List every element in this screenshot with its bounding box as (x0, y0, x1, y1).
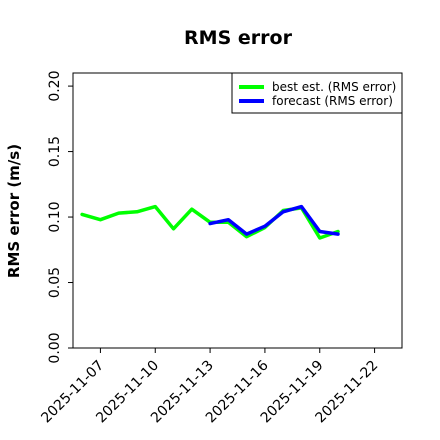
series-line-forecast (208, 204, 340, 236)
y-tick-label: 0.20 (47, 71, 63, 102)
legend-label-best-est: best est. (RMS error) (272, 80, 396, 94)
x-axis: 2025-11-072025-11-102025-11-132025-11-16… (38, 348, 381, 426)
y-tick-label: 0.00 (47, 332, 63, 363)
y-axis-label: RMS error (m/s) (5, 144, 23, 278)
legend-box (231, 72, 403, 114)
legend-label-forecast: forecast (RMS error) (272, 94, 393, 108)
y-axis: 0.00 0.05 0.10 0.15 0.20 (47, 71, 73, 364)
chart-title: RMS error (184, 27, 293, 49)
y-tick-label: 0.15 (47, 136, 63, 167)
series-layer (80, 204, 340, 240)
plot-frame (72, 72, 403, 349)
legend: best est. (RMS error) forecast (RMS erro… (231, 72, 403, 114)
y-tick-label: 0.10 (47, 201, 63, 232)
y-tick-label: 0.05 (47, 267, 63, 298)
